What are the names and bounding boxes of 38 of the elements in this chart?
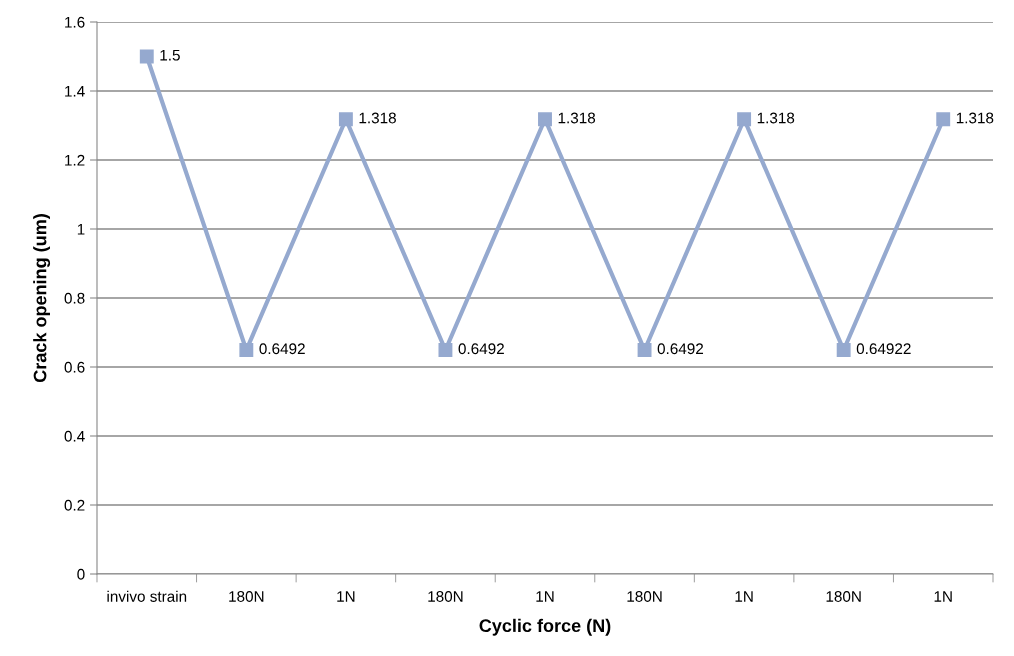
point — [936, 112, 951, 127]
data-label: 0.6492 — [657, 343, 704, 355]
point — [836, 343, 851, 357]
x-tick-label: 1N — [337, 591, 355, 602]
x-axis-title: Cyclic force (N) — [479, 618, 611, 636]
point — [637, 343, 652, 357]
y-tick-label: 1.2 — [65, 154, 85, 166]
y-tick-label: 0.8 — [64, 292, 85, 304]
y-tick-label: 0.6 — [64, 361, 85, 373]
y-axis-title: Crack opening (um) — [33, 214, 51, 383]
point — [239, 343, 254, 357]
data-label: 0.64922 — [856, 343, 911, 355]
x-tick-label: 1N — [934, 591, 952, 602]
x-tick-label: 1N — [536, 591, 554, 602]
point — [737, 112, 752, 127]
data-label: 0.6492 — [458, 343, 504, 355]
y-tick-label: 1.4 — [65, 86, 85, 97]
x-tick-label: 180N — [627, 591, 662, 602]
x-tick-label: 1N — [735, 591, 753, 602]
data-label: 1.318 — [359, 112, 396, 124]
y-tick-label: 1 — [77, 224, 85, 235]
data-label: 1.5 — [160, 49, 180, 61]
data-label: 1.318 — [757, 112, 795, 124]
y-tick-label: 0.4 — [64, 430, 85, 442]
y-tick-label: 1.6 — [65, 16, 85, 28]
point — [338, 112, 353, 127]
x-tick-label: 180N — [229, 591, 264, 602]
data-label: 1.318 — [956, 112, 994, 124]
data-label: 0.6492 — [259, 343, 305, 355]
data-label: 1.318 — [558, 112, 596, 124]
x-tick-label: 180N — [428, 591, 463, 602]
x-tick-label: invivo strain — [107, 590, 187, 602]
point — [438, 343, 453, 357]
y-tick-label: 0.2 — [64, 499, 85, 511]
point — [538, 112, 552, 127]
x-tick-label: 180N — [826, 591, 861, 602]
point — [139, 49, 154, 64]
y-tick-label: 0 — [77, 568, 85, 580]
